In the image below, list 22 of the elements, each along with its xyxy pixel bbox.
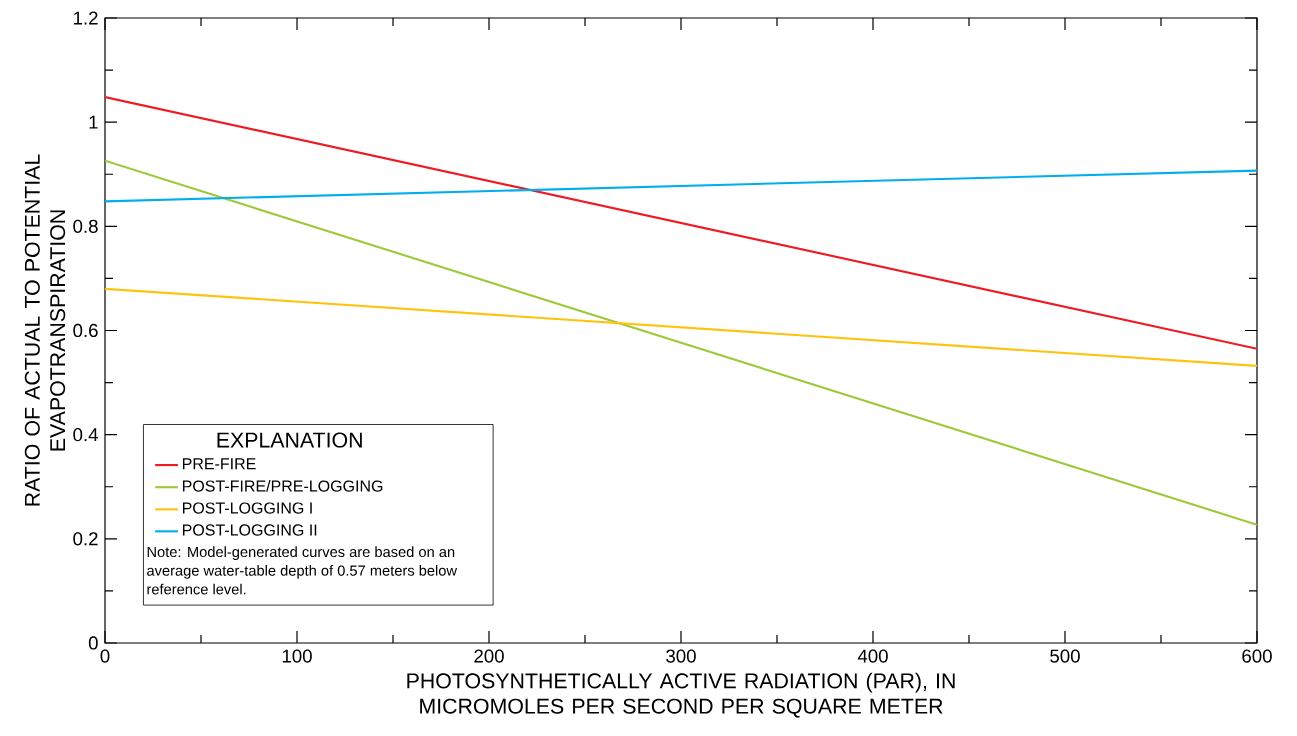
x-tick-label: 500 <box>1050 649 1080 663</box>
legend-label: PRE-FIRE <box>182 458 256 470</box>
y-axis-title: RATIO OF ACTUAL TO POTENTIAL EVAPOTRANSPIRATION <box>24 154 66 506</box>
y-tick-label: 0.2 <box>73 532 98 546</box>
x-axis-title: PHOTOSYNTHETICALLY ACTIVE RADIATION (PAR), IN MICROMOLES PER SECOND PER SQUARE METER <box>407 672 955 718</box>
legend-label: POST-FIRE/PRE-LOGGING <box>182 480 383 492</box>
y-tick-label: 0.8 <box>73 219 98 233</box>
legend-title: EXPLANATION <box>217 432 362 448</box>
x-tick-label: 100 <box>282 649 312 663</box>
y-tick-label: 0.4 <box>73 428 98 442</box>
y-tick-label: 0 <box>88 636 98 650</box>
y-tick-label: 0.6 <box>73 323 98 338</box>
y-tick-label: 1 <box>89 115 98 129</box>
y-tick-label: 1.2 <box>74 11 98 25</box>
x-tick-label: 600 <box>1242 649 1272 663</box>
annotation: Note: Model-generated curves are based on an average water-table depth of 0.57 meters below reference level. <box>147 546 458 595</box>
legend-label: POST-LOGGING I <box>182 502 312 514</box>
x-tick-label: 300 <box>666 649 696 663</box>
x-tick-label: 400 <box>857 649 888 663</box>
x-tick-label: 200 <box>474 649 504 663</box>
x-tick-label: 0 <box>100 649 110 663</box>
legend-label: POST-LOGGING II <box>182 524 317 536</box>
